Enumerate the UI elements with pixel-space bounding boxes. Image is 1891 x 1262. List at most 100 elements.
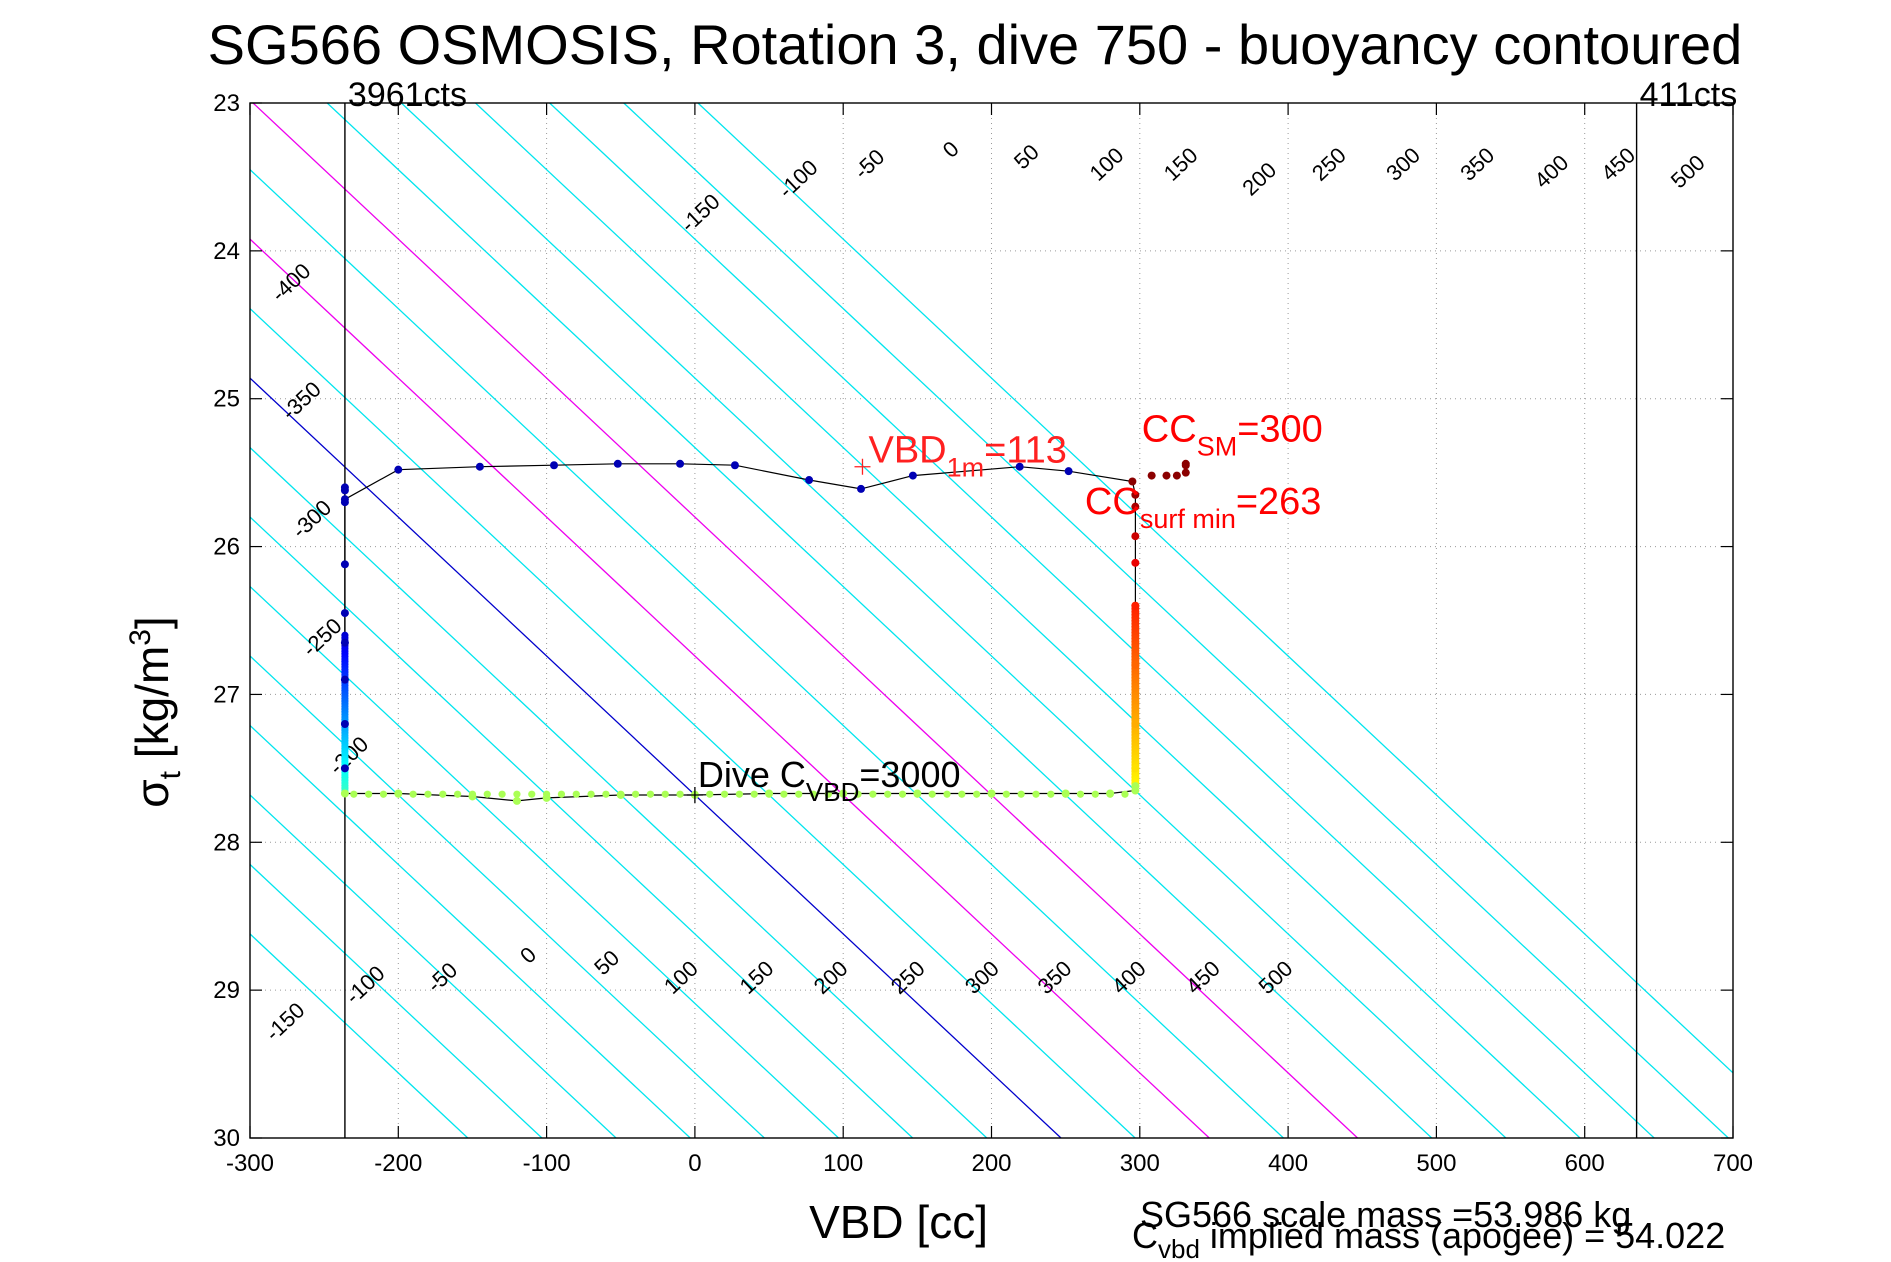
trajectory-point bbox=[908, 471, 917, 480]
x-tick-label: -300 bbox=[226, 1150, 274, 1177]
y-tick-label: 24 bbox=[213, 238, 240, 265]
trajectory-point bbox=[676, 459, 685, 468]
floor-point bbox=[557, 790, 566, 798]
floor-point bbox=[483, 790, 491, 798]
y-tick-label: 26 bbox=[213, 534, 240, 561]
floor-point bbox=[987, 790, 996, 798]
floor-point bbox=[1076, 790, 1085, 798]
trajectory-point bbox=[613, 459, 622, 468]
trajectory-point bbox=[550, 461, 559, 470]
floor-point bbox=[1002, 790, 1010, 798]
footer-scale-mass: SG566 scale mass =53.986 kg bbox=[1140, 1194, 1631, 1235]
buoyancy-contour-line bbox=[250, 655, 765, 1138]
trajectory-point bbox=[856, 484, 865, 493]
buoyancy-contour-line bbox=[250, 585, 839, 1138]
floor-point bbox=[839, 790, 847, 798]
surface-point bbox=[1181, 459, 1190, 468]
trajectory-point bbox=[1015, 462, 1024, 471]
floor-point bbox=[720, 790, 729, 798]
x-tick-label: 100 bbox=[823, 1150, 863, 1177]
trajectory-point bbox=[1131, 601, 1140, 610]
floor-point bbox=[854, 790, 862, 798]
buoyancy-contour-line bbox=[549, 103, 1655, 1138]
y-axis-label: σt [kg/m3] bbox=[124, 616, 187, 807]
floor-point bbox=[646, 790, 655, 798]
floor-point bbox=[394, 790, 402, 798]
annotation-marker-divec bbox=[686, 786, 703, 803]
trajectory-point bbox=[475, 462, 484, 471]
buoyancy-contour-line bbox=[326, 103, 1433, 1138]
floor-point bbox=[365, 790, 373, 798]
trajectory-point bbox=[1131, 764, 1140, 773]
annotation-subscript: 1m bbox=[947, 453, 985, 483]
buoyancy-contour-line bbox=[250, 446, 988, 1138]
trajectory-point bbox=[340, 560, 349, 569]
annotation-subscript: surf min bbox=[1140, 504, 1236, 534]
buoyancy-contour-line bbox=[250, 863, 543, 1138]
trajectory-point bbox=[340, 720, 349, 728]
y-tick-label: 29 bbox=[213, 977, 240, 1004]
trajectory-point bbox=[805, 476, 814, 485]
x-tick-label: 0 bbox=[688, 1150, 701, 1177]
plot-area: -400-350-300-250-200-150-100 -50 0 50 100 150… bbox=[213, 76, 1753, 1177]
floor-point bbox=[795, 790, 803, 798]
trajectory-point bbox=[1131, 720, 1140, 728]
annotation-base: Dive C bbox=[698, 754, 806, 795]
y-tick-label: 23 bbox=[213, 90, 240, 117]
floor-point bbox=[631, 790, 640, 798]
x-tick-label: 200 bbox=[971, 1150, 1011, 1177]
floor-point bbox=[765, 790, 773, 798]
floor-point bbox=[498, 790, 506, 798]
trajectory-point bbox=[340, 498, 349, 507]
floor-point bbox=[617, 790, 625, 798]
floor-point bbox=[350, 790, 358, 798]
annotation-ccsurf: CCsurf min=263 bbox=[1085, 481, 1322, 534]
trajectory-point bbox=[1131, 502, 1140, 511]
annotation-ccsm: CCSM=300 bbox=[1142, 409, 1323, 462]
buoyancy-contour-line bbox=[250, 307, 1136, 1138]
surface-point bbox=[1172, 471, 1181, 480]
floor-point bbox=[513, 790, 521, 798]
trajectory-point bbox=[1131, 532, 1140, 541]
surface-point bbox=[1181, 468, 1190, 477]
floor-point bbox=[409, 790, 417, 798]
buoyancy-contour-line bbox=[250, 168, 1284, 1138]
chart-title: SG566 OSMOSIS, Rotation 3, dive 750 - bu… bbox=[208, 13, 1743, 76]
trajectory-point bbox=[340, 486, 349, 495]
floor-point bbox=[439, 790, 447, 798]
trajectory-point bbox=[1131, 490, 1140, 499]
floor-point bbox=[809, 790, 818, 798]
y-tick-label: 28 bbox=[213, 829, 240, 856]
trajectory-point bbox=[1131, 660, 1140, 669]
trajectory-point bbox=[1128, 477, 1137, 486]
surface-point bbox=[1147, 471, 1156, 480]
floor-point bbox=[1017, 790, 1025, 798]
floor-point bbox=[824, 790, 832, 798]
floor-point bbox=[602, 790, 610, 798]
floor-point bbox=[780, 790, 788, 798]
trajectory-point bbox=[1131, 558, 1140, 567]
x-tick-label: 500 bbox=[1416, 1150, 1456, 1177]
trajectory-point bbox=[512, 796, 521, 805]
buoyancy-contour-line bbox=[252, 103, 1359, 1138]
floor-point bbox=[424, 790, 432, 798]
x-tick-label: 600 bbox=[1565, 1150, 1605, 1177]
floor-point bbox=[913, 790, 921, 798]
floor-point bbox=[468, 790, 477, 798]
floor-point bbox=[1106, 790, 1114, 798]
trajectory-point bbox=[340, 638, 349, 647]
floor-point bbox=[943, 790, 951, 798]
trajectory-point bbox=[340, 764, 349, 773]
annotation-marker-vbd1m bbox=[854, 458, 871, 475]
floor-point bbox=[973, 790, 981, 798]
annotation-base: VBD bbox=[868, 430, 946, 472]
floor-point bbox=[543, 790, 551, 798]
floor-point bbox=[572, 790, 580, 798]
trajectory-point bbox=[730, 461, 739, 470]
annotation-divec: Dive CVBD=3000 bbox=[698, 754, 961, 807]
trajectory-point bbox=[340, 675, 349, 684]
surface-point bbox=[1162, 471, 1171, 480]
floor-point bbox=[676, 790, 684, 798]
floor-point bbox=[884, 790, 892, 798]
